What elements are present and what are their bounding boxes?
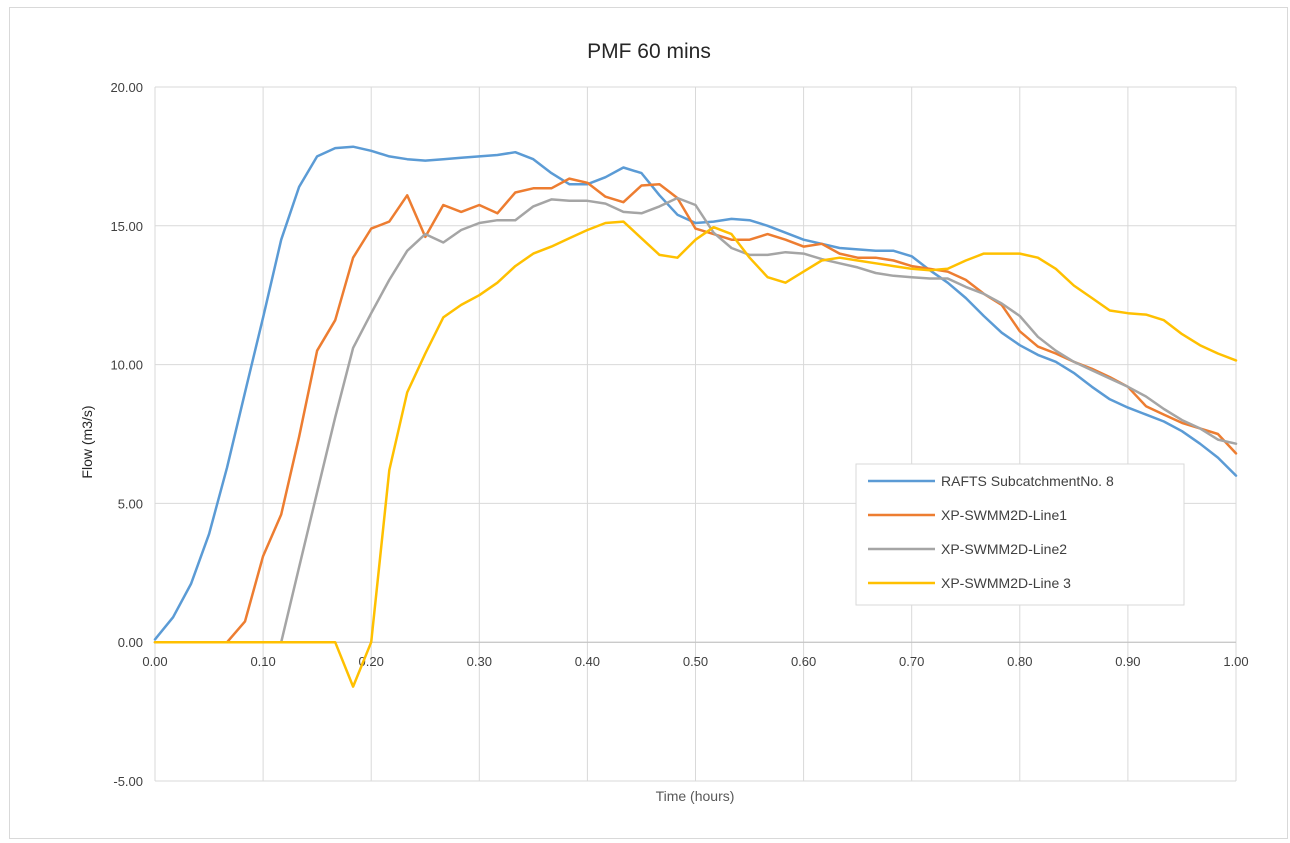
series-line xyxy=(153,177,1238,644)
legend: RAFTS SubcatchmentNo. 8 XP-SWMM2D-Line1 XP… xyxy=(855,463,1185,606)
legend-label: XP-SWMM2D-Line1 xyxy=(941,507,1067,523)
x-tick-label: 0.00 xyxy=(142,654,167,669)
x-tick-label: 0.40 xyxy=(575,654,600,669)
x-axis-label: Time (hours) xyxy=(656,788,735,804)
x-tick-label: 0.30 xyxy=(467,654,492,669)
grid-lines xyxy=(154,86,1237,782)
legend-label: RAFTS SubcatchmentNo. 8 xyxy=(941,473,1114,489)
x-tick-label: 0.50 xyxy=(683,654,708,669)
legend-label: XP-SWMM2D-Line2 xyxy=(941,541,1067,557)
y-tick-label: -5.00 xyxy=(113,774,143,789)
y-tick-label: 10.00 xyxy=(110,358,143,373)
legend-label: XP-SWMM2D-Line 3 xyxy=(941,575,1071,591)
chart-area: -5.00 0.00 5.00 10.00 15.00 20.00 0.00 0.10 0.20… xyxy=(9,7,1288,839)
series-line xyxy=(153,220,1238,688)
y-axis-label: Flow (m3/s) xyxy=(79,405,95,478)
y-tick-label: 5.00 xyxy=(118,496,143,511)
legend-box xyxy=(855,463,1185,606)
y-tick-label: 0.00 xyxy=(118,635,143,650)
x-tick-label: 0.10 xyxy=(250,654,275,669)
y-tick-label: 15.00 xyxy=(110,219,143,234)
x-tick-label: 0.60 xyxy=(791,654,816,669)
x-tick-label: 0.70 xyxy=(899,654,924,669)
series-lines xyxy=(153,145,1238,688)
x-tick-label: 0.80 xyxy=(1007,654,1032,669)
series-line xyxy=(153,145,1238,641)
chart-title: PMF 60 mins xyxy=(587,40,711,63)
series-line xyxy=(153,196,1238,644)
x-tick-label: 0.90 xyxy=(1115,654,1140,669)
y-tick-label: 20.00 xyxy=(110,80,143,95)
x-tick-label: 1.00 xyxy=(1223,654,1248,669)
